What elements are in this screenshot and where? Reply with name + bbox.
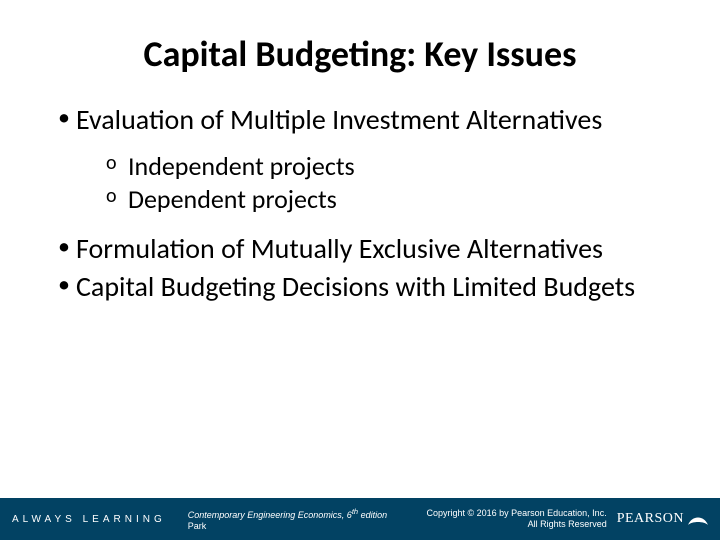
sub-list: Independent projects Dependent projects	[58, 150, 676, 215]
pearson-swoosh-icon	[686, 507, 710, 531]
bullet-1: Evaluation of Multiple Investment Altern…	[58, 104, 676, 136]
slide: Capital Budgeting: Key Issues Evaluation…	[0, 0, 720, 540]
pearson-brand-text: PEARSON	[617, 511, 684, 527]
slide-title: Capital Budgeting: Key Issues	[44, 32, 676, 76]
bullet-3: Capital Budgeting Decisions with Limited…	[58, 271, 676, 303]
book-author: Park	[188, 521, 207, 531]
always-learning-label: ALWAYS LEARNING	[0, 514, 166, 525]
book-title: Contemporary Engineering Economics, 6	[188, 510, 352, 520]
copyright-line-2: All Rights Reserved	[528, 519, 607, 529]
sub-bullet-2: Dependent projects	[106, 183, 676, 216]
book-citation: Contemporary Engineering Economics, 6th …	[166, 507, 387, 532]
sub-bullet-1: Independent projects	[106, 150, 676, 183]
footer-bar: ALWAYS LEARNING Contemporary Engineering…	[0, 498, 720, 540]
book-title-after: edition	[358, 510, 387, 520]
bullet-list: Evaluation of Multiple Investment Altern…	[44, 104, 676, 304]
pearson-logo: PEARSON	[613, 507, 720, 531]
bullet-2: Formulation of Mutually Exclusive Altern…	[58, 233, 676, 265]
copyright-block: Copyright © 2016 by Pearson Education, I…	[426, 508, 612, 530]
copyright-line-1: Copyright © 2016 by Pearson Education, I…	[426, 508, 606, 518]
